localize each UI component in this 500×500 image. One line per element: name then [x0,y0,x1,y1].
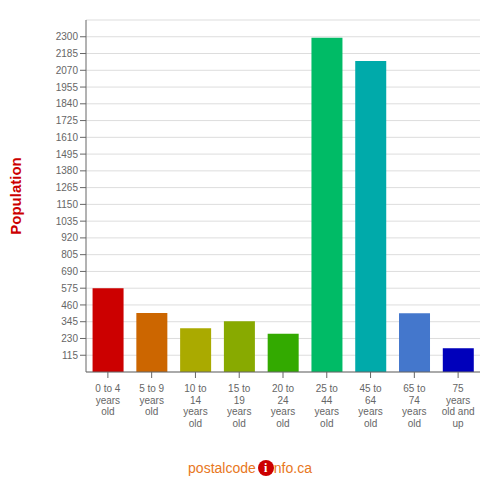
svg-text:1150: 1150 [56,199,78,210]
svg-text:45 to64yearsold: 45 to64yearsold [358,383,382,429]
svg-text:1725: 1725 [56,115,79,126]
svg-text:345: 345 [61,316,78,327]
svg-text:25 to44yearsold: 25 to44yearsold [315,383,339,429]
svg-text:10 to14yearsold: 10 to14yearsold [183,383,207,429]
svg-text:75yearsold andup: 75yearsold andup [442,383,475,429]
html-text:postalcode: postalcode [188,460,256,476]
svg-text:Population: Population [8,157,24,235]
svg-text:1955: 1955 [56,82,79,93]
svg-text:5 to 9yearsold: 5 to 9yearsold [139,383,164,417]
svg-text:1380: 1380 [56,165,79,176]
svg-text:65 to74yearsold: 65 to74yearsold [402,383,426,429]
svg-text:805: 805 [61,249,78,260]
svg-text:575: 575 [61,283,78,294]
svg-text:690: 690 [61,266,78,277]
html-text:i nfo.ca: i nfo.ca [264,460,312,476]
svg-text:15 to19yearsold: 15 to19yearsold [227,383,251,429]
svg-text:2300: 2300 [56,31,79,42]
svg-text:1610: 1610 [56,132,79,143]
svg-text:20 to24yearsold: 20 to24yearsold [271,383,295,429]
svg-text:230: 230 [61,333,78,344]
svg-text:1265: 1265 [56,182,79,193]
svg-text:460: 460 [61,300,78,311]
svg-text:1840: 1840 [56,98,79,109]
svg-text:0 to 4yearsold: 0 to 4yearsold [95,383,120,417]
svg-text:115: 115 [62,350,78,361]
svg-text:1035: 1035 [56,216,79,227]
svg-text:1495: 1495 [56,149,79,160]
svg-text:2070: 2070 [56,65,79,76]
svg-text:920: 920 [61,232,78,243]
svg-text:2185: 2185 [56,48,79,59]
